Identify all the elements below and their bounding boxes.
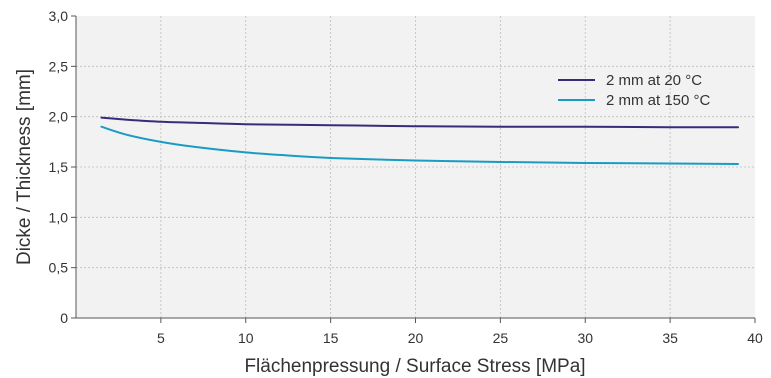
x-tick-label: 40 [747,330,763,346]
y-tick-label: 3,0 [49,8,69,24]
series-line-1 [100,116,740,129]
y-tick-label: 0 [60,310,68,326]
x-tick-label: 20 [408,330,424,346]
x-tick-labels: 5 10 15 20 25 30 35 40 [157,330,763,346]
x-tick-label: 15 [323,330,339,346]
x-tick-label: 25 [493,330,509,346]
x-axis-title: Flächenpressung / Surface Stress [MPa] [244,356,585,377]
y-tick-label: 0,5 [49,260,69,276]
y-tick-label: 1,5 [49,159,69,175]
x-tick-label: 10 [238,330,254,346]
legend: 2 mm at 20 °C 2 mm at 150 °C [558,72,711,109]
y-tick-label: 2,0 [49,109,69,125]
axes [71,15,756,323]
y-tick-labels: 0 0,5 1,0 1,5 2,0 2,5 3,0 [49,8,69,326]
series-lines [100,116,740,165]
y-tick-label: 2,5 [49,58,69,74]
y-axis-title: Dicke / Thickness [mm] [14,69,35,265]
legend-label-1: 2 mm at 20 °C [606,72,702,89]
legend-label-2: 2 mm at 150 °C [606,92,711,109]
grid-lines [76,16,755,318]
x-tick-label: 5 [157,330,165,346]
y-tick-label: 1,0 [49,209,69,225]
x-tick-label: 35 [662,330,678,346]
x-tick-label: 30 [577,330,593,346]
series-line-2 [100,125,740,165]
